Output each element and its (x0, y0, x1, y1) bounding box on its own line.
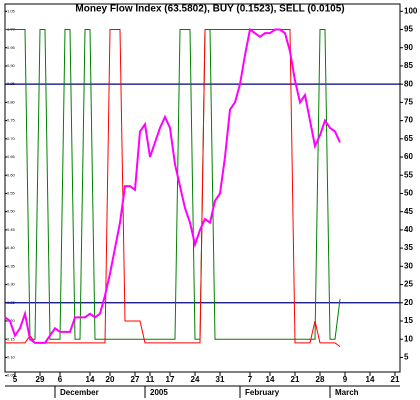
y2-tick-label: 0.10 (7, 354, 16, 359)
y-tick-label: 5 (404, 353, 409, 362)
y-tick-label: 25 (404, 280, 413, 289)
series-line (4, 27, 341, 344)
x-tick-label: 29 (36, 375, 45, 384)
y-tick-label: 20 (404, 298, 413, 307)
y2-tick-label: 0.90 (7, 63, 16, 68)
y2-tick-label: 0.45 (7, 227, 16, 232)
x-tick-label: 17 (166, 375, 175, 384)
y2-tick-label: 0.80 (7, 99, 16, 104)
x-tick-label: 5 (13, 375, 18, 384)
x-tick-label: 27 (131, 375, 140, 384)
x-tick-label: 21 (391, 375, 400, 384)
y2-tick-label: 0.60 (7, 172, 16, 177)
x-tick-label: 20 (106, 375, 115, 384)
y2-tick-label: 0.75 (7, 118, 16, 123)
y-tick-label: 100 (404, 6, 418, 15)
month-label: March (335, 388, 359, 397)
y2-tick-label: 0.95 (7, 45, 16, 50)
chart-title: Money Flow Index (63.5802), BUY (0.1523)… (75, 4, 344, 15)
y-tick-label: 65 (404, 134, 413, 143)
y2-tick-label: 0.30 (7, 282, 16, 287)
x-tick-label: 21 (291, 375, 300, 384)
y-tick-label: 30 (404, 261, 413, 270)
y-tick-label: 95 (404, 25, 413, 34)
y-tick-label: 45 (404, 207, 413, 216)
x-tick-label: 28 (316, 375, 325, 384)
y-tick-label: 80 (404, 79, 413, 88)
x-tick-label: 14 (366, 375, 375, 384)
y-tick-label: 60 (404, 152, 413, 161)
y-tick-label: 55 (404, 170, 413, 179)
y2-tick-label: 0.55 (7, 191, 16, 196)
month-label: December (60, 388, 99, 397)
y2-tick-label: 0.50 (7, 209, 16, 214)
y-tick-label: 85 (404, 61, 413, 70)
x-tick-label: 6 (58, 375, 63, 384)
y2-tick-label: 0.15 (7, 336, 16, 341)
x-tick-label: 31 (216, 375, 225, 384)
series-line (5, 29, 341, 340)
x-tick-label: 9 (343, 375, 348, 384)
series-line (5, 29, 341, 347)
y-tick-label: 15 (404, 316, 413, 325)
y-tick-label: 35 (404, 243, 413, 252)
y-tick-label: 10 (404, 334, 413, 343)
y2-tick-label: 0.65 (7, 154, 16, 159)
x-tick-label: 24 (191, 375, 200, 384)
y2-tick-label: 0.05 (7, 373, 16, 378)
x-tick-label: 11 (146, 375, 155, 384)
y2-tick-label: 0.35 (7, 263, 16, 268)
y-tick-label: 90 (404, 43, 413, 52)
x-tick-label: 14 (86, 375, 95, 384)
month-label: 2005 (150, 388, 168, 397)
y-tick-label: 75 (404, 97, 413, 106)
y2-tick-label: 0.70 (7, 136, 16, 141)
y-tick-label: 40 (404, 225, 413, 234)
month-label: February (245, 388, 280, 397)
y-tick-label: 70 (404, 116, 413, 125)
y2-tick-label: 0.20 (7, 318, 16, 323)
y2-tick-label: 1.05 (7, 8, 16, 13)
y2-tick-label: 0.40 (7, 245, 16, 250)
x-tick-label: 14 (266, 375, 275, 384)
y-tick-label: 50 (404, 189, 413, 198)
x-tick-label: 7 (248, 375, 253, 384)
